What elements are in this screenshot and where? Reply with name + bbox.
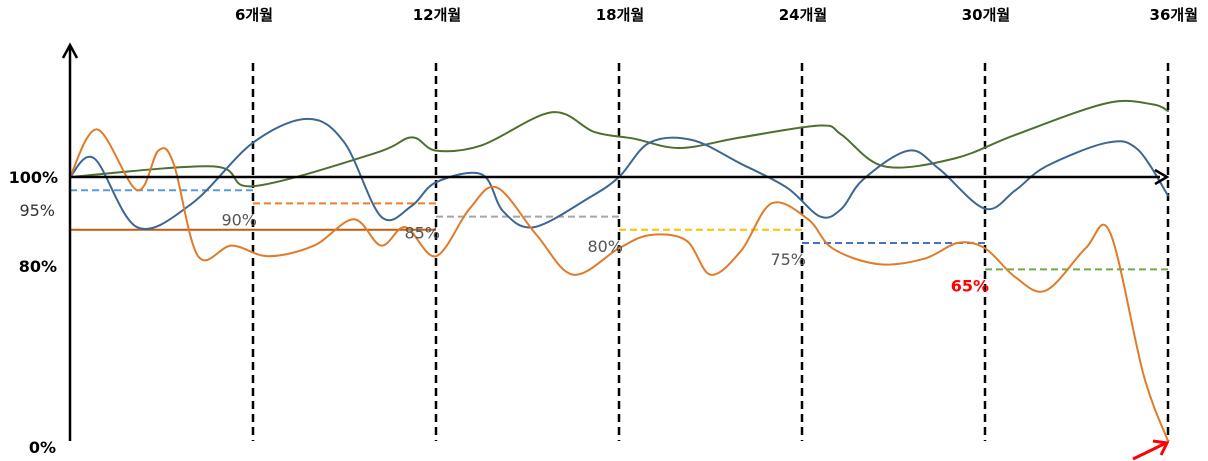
y-tick-label: 0% <box>29 438 56 457</box>
series-green-line <box>69 99 1169 188</box>
x-tick-label: 30개월 <box>962 6 1010 24</box>
series-blue-line <box>69 117 1169 230</box>
x-tick-label: 6개월 <box>235 6 273 24</box>
x-tick-label: 12개월 <box>413 6 461 24</box>
x-tick-label: 24개월 <box>779 6 827 24</box>
threshold-label: 75% <box>770 250 806 269</box>
y-tick-label: 95% <box>19 201 55 220</box>
x-tick-label: 18개월 <box>596 6 644 24</box>
x-tick-label: 36개월 <box>1150 6 1198 24</box>
series-orange-line <box>69 128 1169 442</box>
threshold-label: 65% <box>951 276 989 295</box>
baseline-arrow-icon <box>1154 168 1170 186</box>
y-axis-arrow-icon <box>61 42 79 59</box>
y-tick-label: 80% <box>19 257 57 276</box>
threshold-label: 90% <box>221 210 257 229</box>
y-tick-label: 100% <box>9 168 58 187</box>
threshold-label: 85% <box>404 224 440 243</box>
red-arrow-icon <box>1132 439 1170 461</box>
threshold-label: 80% <box>587 237 623 256</box>
